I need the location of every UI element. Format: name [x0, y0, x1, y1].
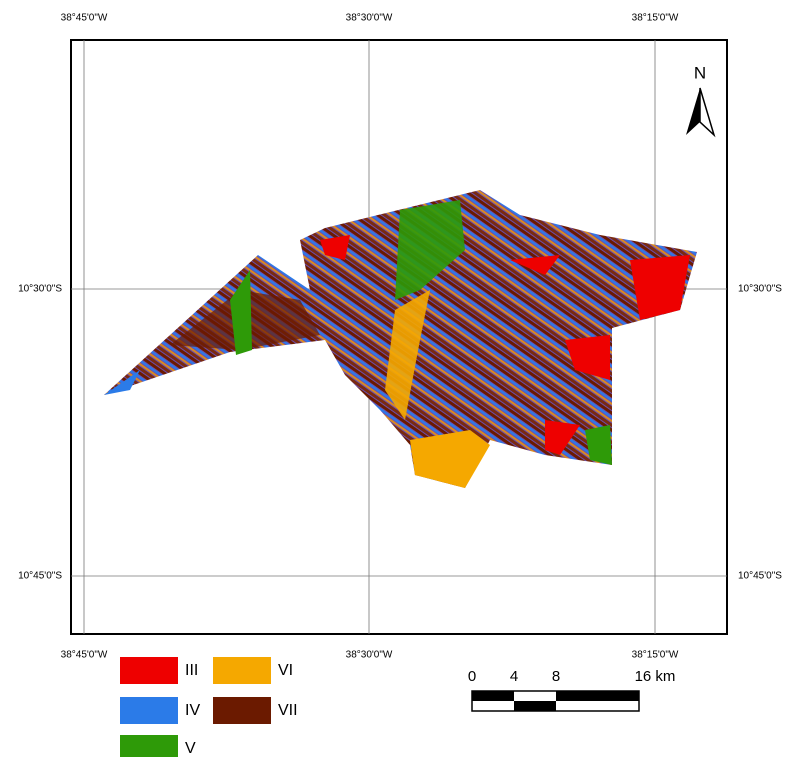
- legend-swatch: [120, 735, 178, 757]
- grid-label: 38°45'0"W: [61, 13, 108, 24]
- legend-label: IV: [185, 702, 200, 719]
- legend-swatch: [213, 657, 271, 684]
- legend-label: VI: [278, 662, 293, 679]
- legend-label: III: [185, 662, 198, 679]
- legend-swatch: [120, 657, 178, 684]
- study-area: [104, 190, 697, 488]
- grid-label: 38°15'0"W: [632, 13, 679, 24]
- scale-label: 4: [510, 668, 518, 685]
- grid-label: 38°30'0"W: [346, 650, 393, 661]
- scale-label: 0: [468, 668, 476, 685]
- grid-label: 38°30'0"W: [346, 13, 393, 24]
- grid-label: 10°45'0"S: [738, 571, 782, 582]
- legend-swatch: [120, 697, 178, 724]
- scale-label: 16 km: [635, 668, 676, 685]
- legend-label: V: [185, 740, 196, 757]
- map-figure: N 38°45'0"W 38°30'0"W 38°15'0"W 38°45'0"W 38…: [0, 0, 790, 757]
- grid-label: 10°30'0"S: [738, 284, 782, 295]
- north-label: N: [694, 63, 706, 82]
- north-arrow: N: [686, 63, 714, 135]
- legend-swatch: [213, 697, 271, 724]
- scale-bar: [472, 691, 639, 711]
- grid-label: 38°15'0"W: [632, 650, 679, 661]
- legend-label: VII: [278, 702, 298, 719]
- grid-label: 38°45'0"W: [61, 650, 108, 661]
- grid-label: 10°45'0"S: [18, 571, 62, 582]
- scale-label: 8: [552, 668, 560, 685]
- grid-label: 10°30'0"S: [18, 284, 62, 295]
